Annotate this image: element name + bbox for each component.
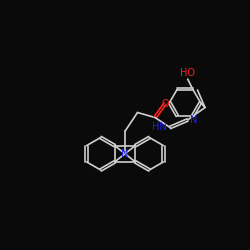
Text: N: N bbox=[121, 149, 129, 159]
Text: HO: HO bbox=[180, 68, 195, 78]
Text: HN: HN bbox=[152, 122, 166, 132]
Text: N: N bbox=[190, 115, 198, 125]
Text: O: O bbox=[161, 99, 169, 109]
